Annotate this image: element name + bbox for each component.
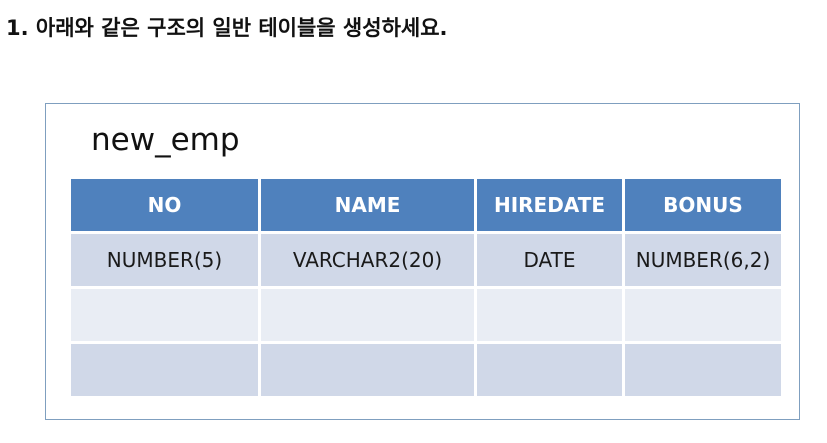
table-cell: [622, 286, 784, 344]
table-row: [68, 286, 784, 344]
table-row: NUMBER(5) VARCHAR2(20) DATE NUMBER(6,2): [68, 231, 784, 289]
cell-no-type: NUMBER(5): [68, 231, 261, 289]
table-cell: [258, 341, 477, 399]
column-header-name: NAME: [258, 176, 477, 234]
header-row: NO NAME HIREDATE BONUS: [68, 176, 784, 234]
table-structure-grid: NO NAME HIREDATE BONUS NUMBER(5) VARCHAR…: [68, 176, 784, 399]
table-cell: [258, 286, 477, 344]
table-cell: [474, 341, 625, 399]
table-diagram-frame: new_emp NO NAME HIREDATE BONUS NUMBER(5)…: [45, 103, 800, 420]
column-header-hiredate: HIREDATE: [474, 176, 625, 234]
table-cell: [622, 341, 784, 399]
cell-hiredate-type: DATE: [474, 231, 625, 289]
instruction-heading: 1. 아래와 같은 구조의 일반 테이블을 생성하세요.: [6, 16, 448, 40]
cell-name-type: VARCHAR2(20): [258, 231, 477, 289]
table-cell: [474, 286, 625, 344]
cell-bonus-type: NUMBER(6,2): [622, 231, 784, 289]
table-cell: [68, 341, 261, 399]
table-name-label: new_emp: [91, 122, 240, 158]
column-header-bonus: BONUS: [622, 176, 784, 234]
table-row: [68, 341, 784, 399]
table-cell: [68, 286, 261, 344]
column-header-no: NO: [68, 176, 261, 234]
